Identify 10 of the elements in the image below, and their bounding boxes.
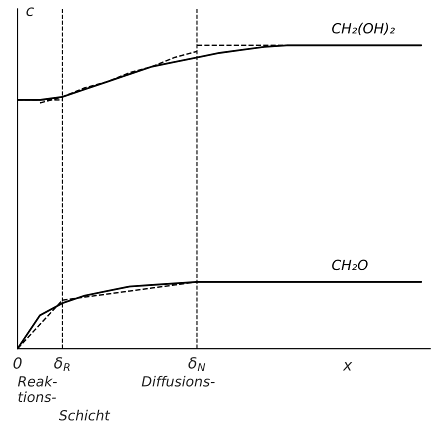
series-label: CH₂O bbox=[332, 260, 368, 270]
text: Reak- tions- bbox=[18, 376, 57, 402]
x-tick-label: δ$_{N}$ bbox=[188, 357, 206, 371]
x-axis-title: x bbox=[342, 362, 352, 370]
text: Schicht bbox=[58, 410, 110, 421]
y-axis-title: c bbox=[26, 7, 34, 16]
x-tick-label: δ$_{R}$ bbox=[54, 357, 70, 371]
x-tick-label: 0 bbox=[13, 357, 22, 369]
series-label: CH₂(OH)₂ bbox=[332, 22, 395, 36]
text: Diffusions- bbox=[142, 376, 215, 387]
